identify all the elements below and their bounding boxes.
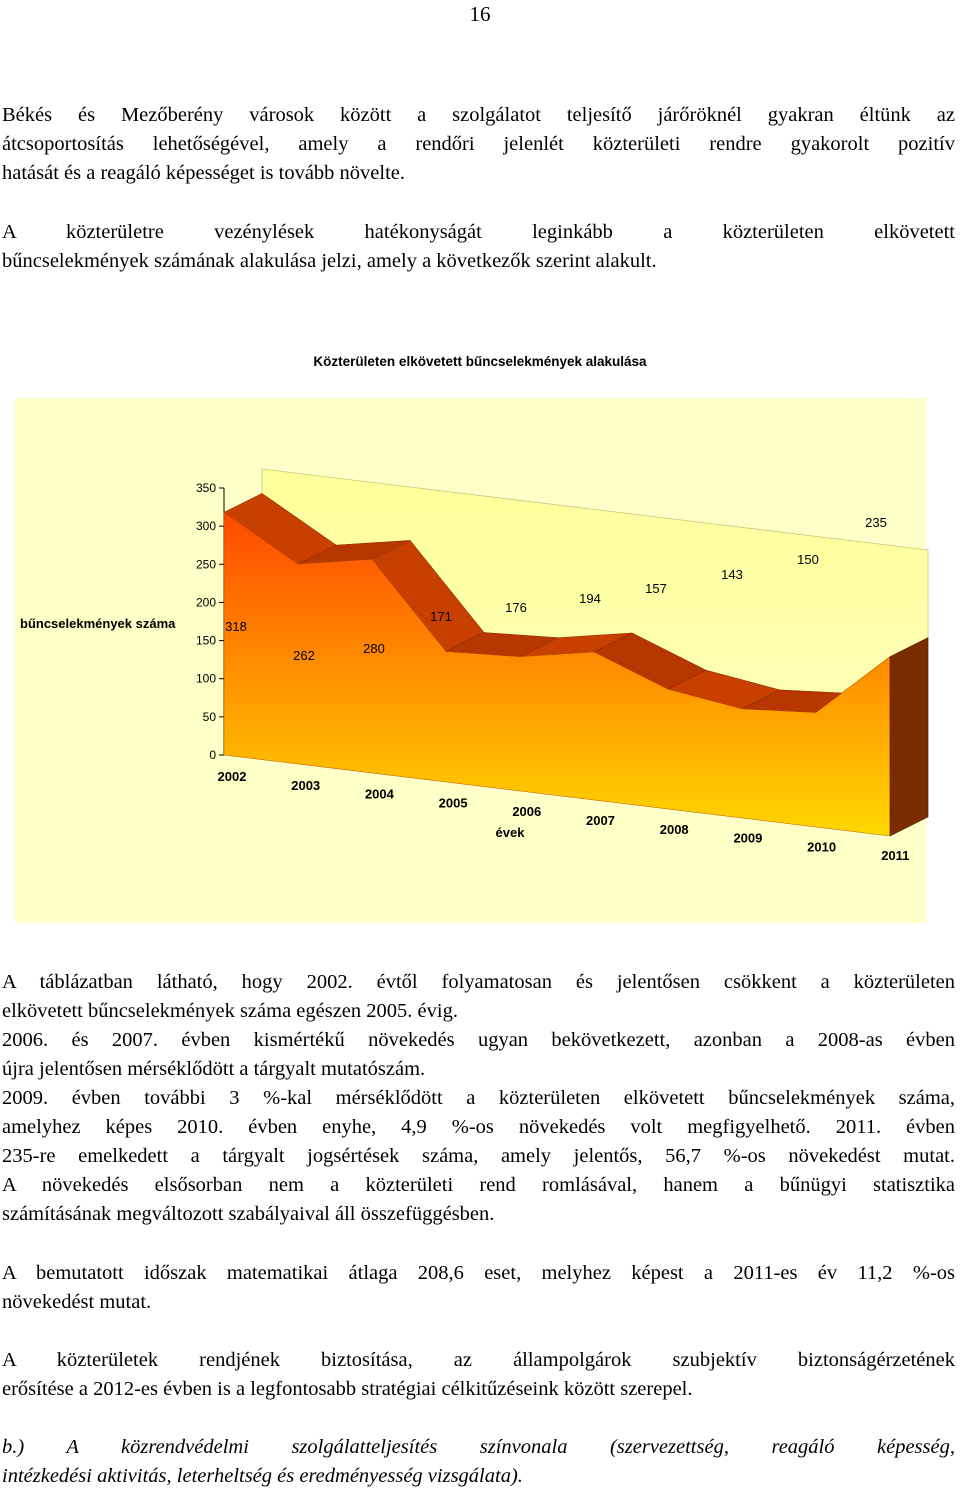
- data-label: 235: [865, 515, 887, 530]
- text-line: intézkedési aktivitás, leterheltség és e…: [2, 1465, 523, 1487]
- x-tick-label: 2006: [512, 804, 541, 819]
- y-tick-label: 250: [196, 557, 216, 571]
- data-label: 171: [430, 609, 452, 624]
- data-label: 150: [797, 552, 819, 567]
- data-label: 176: [505, 600, 527, 615]
- chart-title: Közterületen elkövetett bűncselekmények …: [313, 354, 647, 369]
- y-tick-label: 300: [196, 519, 216, 533]
- y-tick-label: 150: [196, 634, 216, 648]
- data-label: 194: [579, 591, 601, 606]
- text-line: 2006. és 2007. évben kismértékű növekedé…: [2, 1029, 955, 1051]
- text-line: A növekedés elsősorban nem a közterületi…: [2, 1174, 955, 1196]
- data-label: 143: [721, 567, 743, 582]
- text-line: erősítése a 2012-es évben is a legfontos…: [2, 1378, 693, 1400]
- data-label: 318: [225, 619, 247, 634]
- paragraph: A táblázatban látható, hogy 2002. évtől …: [2, 968, 955, 1026]
- text-line: b.) A közrendvédelmi szolgálatteljesítés…: [2, 1436, 955, 1458]
- paragraph: 2009. évben további 3 %-kal mérséklődött…: [2, 1084, 955, 1229]
- paragraph: Békés és Mezőberény városok között a szo…: [2, 101, 955, 188]
- data-label: 280: [363, 641, 385, 656]
- y-tick-label: 200: [196, 595, 216, 609]
- page-number: 16: [469, 2, 491, 26]
- data-label: 157: [645, 581, 667, 596]
- text-line: hatását és a reagáló képességet is továb…: [2, 162, 406, 184]
- text-line: A közterületek rendjének biztosítása, az…: [2, 1349, 955, 1371]
- text-line: amelyhez képes 2010. évben enyhe, 4,9 %-…: [2, 1116, 955, 1138]
- x-tick-label: 2008: [660, 822, 689, 837]
- x-tick-label: 2007: [586, 813, 615, 828]
- text-line: A bemutatott időszak matematikai átlaga …: [2, 1262, 955, 1284]
- x-tick-label: 2011: [881, 848, 909, 863]
- data-label: 262: [293, 648, 315, 663]
- text-line: számításának megváltozott szabályaival á…: [2, 1203, 495, 1225]
- chart: 0 50 100 150 200 250 300 350 318 262 280 171 176 194 1…: [15, 398, 929, 923]
- text-line: 2009. évben további 3 %-kal mérséklődött…: [2, 1087, 955, 1109]
- text-line: 235-re emelkedett a tárgyalt jogsértések…: [2, 1145, 955, 1167]
- y-axis-title: bűncselekmények száma: [20, 616, 176, 631]
- paragraph: 2006. és 2007. évben kismértékű növekedé…: [2, 1026, 955, 1084]
- text-line: A közterületre vezénylések hatékonyságát…: [2, 221, 955, 243]
- x-tick-label: 2003: [291, 778, 320, 793]
- x-tick-label: 2005: [439, 795, 468, 810]
- text-line: növekedést mutat.: [2, 1291, 152, 1313]
- x-tick-label: 2009: [733, 831, 762, 846]
- text-line: átcsoportosítás lehetőségével, amely a r…: [2, 133, 955, 155]
- x-tick-label: 2010: [807, 839, 836, 854]
- area-side-face: [889, 637, 929, 837]
- text-line: Békés és Mezőberény városok között a szo…: [2, 104, 955, 126]
- paragraph: b.) A közrendvédelmi szolgálatteljesítés…: [2, 1433, 955, 1491]
- text-line: A táblázatban látható, hogy 2002. évtől …: [2, 971, 955, 993]
- x-tick-label: 2004: [365, 787, 395, 802]
- y-tick-label: 50: [203, 710, 217, 724]
- y-tick-label: 100: [196, 672, 216, 686]
- paragraph: A bemutatott időszak matematikai átlaga …: [2, 1259, 955, 1317]
- text-line: bűncselekmények számának alakulása jelzi…: [2, 250, 657, 272]
- x-axis-title: évek: [496, 825, 526, 840]
- y-tick-label: 0: [209, 748, 216, 762]
- text-line: újra jelentősen mérséklődött a tárgyalt …: [2, 1058, 426, 1080]
- x-tick-label: 2002: [218, 769, 247, 784]
- paragraph: A közterületre vezénylések hatékonyságát…: [2, 218, 955, 276]
- paragraph: A közterületek rendjének biztosítása, az…: [2, 1346, 955, 1404]
- text-line: elkövetett bűncselekmények száma egészen…: [2, 1000, 458, 1022]
- y-tick-label: 350: [196, 481, 216, 495]
